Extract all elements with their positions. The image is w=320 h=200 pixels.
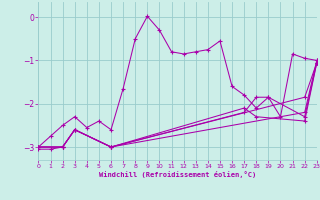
X-axis label: Windchill (Refroidissement éolien,°C): Windchill (Refroidissement éolien,°C) xyxy=(99,171,256,178)
